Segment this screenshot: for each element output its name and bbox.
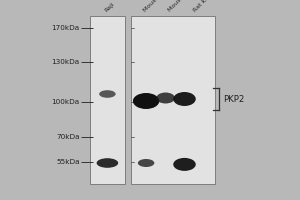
Ellipse shape xyxy=(173,92,196,106)
Text: Raji: Raji xyxy=(104,1,116,13)
Text: Mouse liver: Mouse liver xyxy=(167,0,196,13)
Text: 55kDa: 55kDa xyxy=(56,159,80,165)
Bar xyxy=(130,16,214,184)
Text: PKP2: PKP2 xyxy=(224,95,245,104)
Text: 100kDa: 100kDa xyxy=(51,99,80,105)
Text: 130kDa: 130kDa xyxy=(51,59,80,65)
Ellipse shape xyxy=(156,92,175,104)
Ellipse shape xyxy=(97,158,118,168)
Text: 70kDa: 70kDa xyxy=(56,134,80,140)
Ellipse shape xyxy=(173,158,196,171)
Text: 170kDa: 170kDa xyxy=(51,25,80,31)
Bar xyxy=(90,16,124,184)
Ellipse shape xyxy=(99,90,116,98)
Text: Mouse kidney: Mouse kidney xyxy=(142,0,176,13)
Ellipse shape xyxy=(138,159,154,167)
Ellipse shape xyxy=(133,93,159,109)
Text: Rat kidney: Rat kidney xyxy=(193,0,220,13)
